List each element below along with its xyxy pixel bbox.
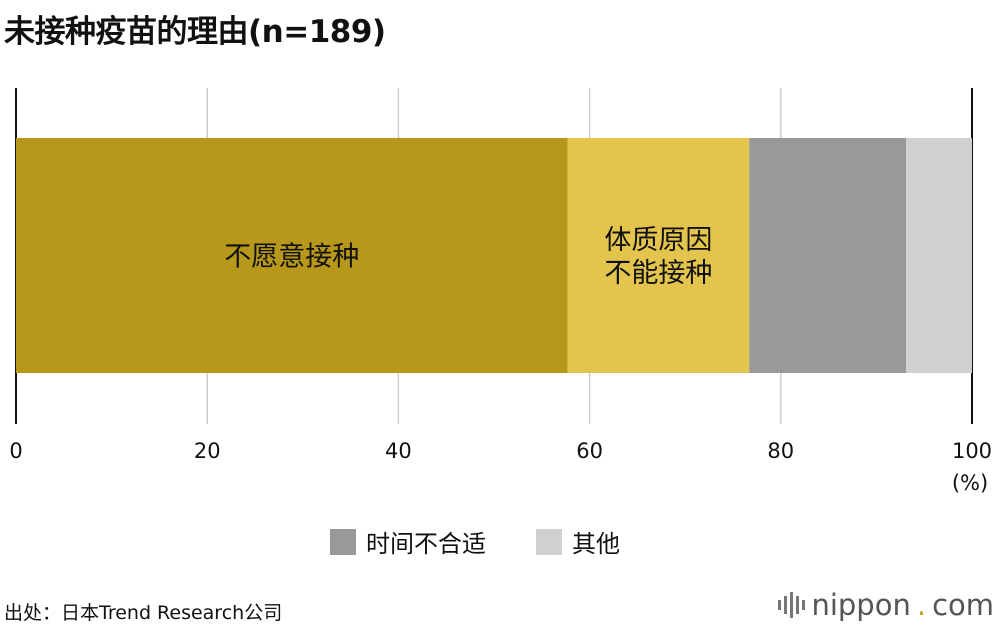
segment-label: 不能接种: [604, 258, 712, 289]
x-tick-label: 100: [952, 439, 992, 463]
brand-logo[interactable]: nippon. com: [778, 588, 994, 622]
segment-label: 体质原因: [604, 225, 712, 256]
bar-segment: [906, 138, 972, 373]
soundwave-logo-icon: [778, 592, 806, 618]
brand-dot: .: [916, 588, 927, 622]
source-note: 出处：日本Trend Research公司: [4, 602, 283, 624]
x-unit-label: (%): [952, 471, 988, 495]
x-axis: 0 20 40 60 80 100 (%): [9, 439, 992, 495]
legend-swatch-other: [536, 528, 562, 555]
legend-swatch-time: [330, 528, 356, 555]
bar-segments: [16, 138, 972, 373]
bar-segment: [749, 138, 907, 373]
x-tick-label: 40: [385, 439, 412, 463]
legend-label-other: 其他: [572, 530, 620, 558]
segment-label: 不愿意接种: [224, 242, 359, 273]
x-tick-label: 0: [9, 439, 22, 463]
x-tick-label: 20: [194, 439, 221, 463]
legend-item-time: 时间不合适: [330, 524, 486, 559]
chart-title: 未接种疫苗的理由(n=189): [4, 14, 386, 50]
bar-segment: [16, 138, 568, 373]
legend-label-time: 时间不合适: [366, 530, 486, 558]
bar-segment: [567, 138, 750, 373]
legend: 时间不合适 其他: [330, 524, 620, 559]
x-tick-label: 80: [767, 439, 794, 463]
x-tick-label: 60: [576, 439, 603, 463]
legend-item-other: 其他: [536, 524, 620, 559]
brand-suffix: com: [932, 588, 994, 622]
brand-name: nippon: [811, 588, 911, 622]
